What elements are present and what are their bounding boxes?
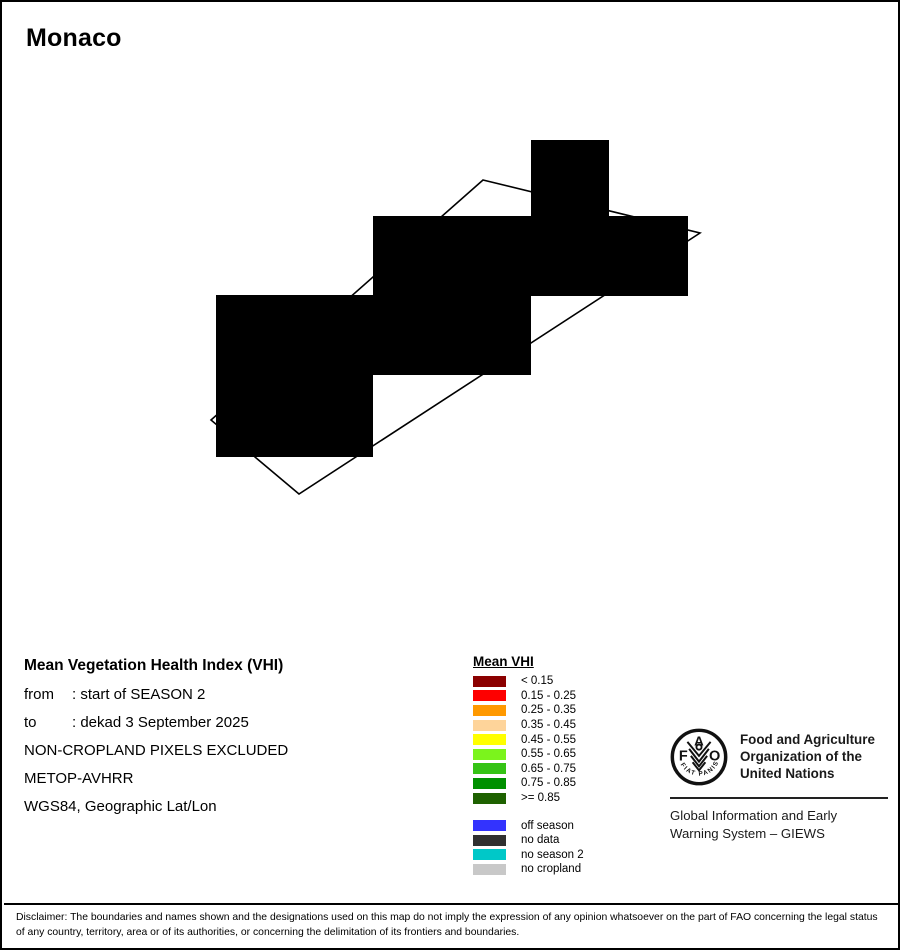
legend-item: off season <box>473 818 584 833</box>
legend-item: no cropland <box>473 862 584 877</box>
legend-label: 0.45 - 0.55 <box>521 733 576 746</box>
legend-label: >= 0.85 <box>521 792 561 805</box>
disclaimer-text: Disclaimer: The boundaries and names sho… <box>16 912 878 938</box>
legend-label: 0.55 - 0.65 <box>521 748 576 761</box>
giews-subtitle: Global Information and Early Warning Sys… <box>670 807 892 842</box>
fao-letter-o: O <box>709 748 720 764</box>
legend-swatch <box>473 719 506 731</box>
fao-organization-name: Food and Agriculture Organization of the… <box>740 728 875 782</box>
info-row-from: from : start of SEASON 2 <box>24 686 464 703</box>
legend-swatch <box>473 763 506 775</box>
info-from-value: : start of SEASON 2 <box>72 686 206 703</box>
info-line-sensor: METOP-AVHRR <box>24 770 134 787</box>
giews-line-1: Global Information and Early <box>670 808 838 823</box>
nocropland-cell <box>373 216 531 375</box>
legend-item: 0.55 - 0.65 <box>473 747 584 762</box>
legend-swatch <box>473 734 506 746</box>
fao-letter-f: F <box>679 748 688 764</box>
page-title: Monaco <box>26 24 122 52</box>
legend-label: 0.35 - 0.45 <box>521 719 576 732</box>
country-boundary-outline <box>209 179 702 495</box>
legend-item: 0.15 - 0.25 <box>473 689 584 704</box>
map-svg <box>209 140 702 495</box>
info-line-projection: WGS84, Geographic Lat/Lon <box>24 798 217 815</box>
info-to-value: : dekad 3 September 2025 <box>72 714 249 731</box>
legend-swatch <box>473 777 506 789</box>
info-row-to: to : dekad 3 September 2025 <box>24 714 464 731</box>
legend-swatch <box>473 748 506 760</box>
info-heading: Mean Vegetation Health Index (VHI) <box>24 657 284 674</box>
legend-swatch <box>473 675 506 687</box>
nocropland-cell-group <box>216 140 688 457</box>
legend-item: >= 0.85 <box>473 791 584 806</box>
legend-item: 0.65 - 0.75 <box>473 762 584 777</box>
legend-label: no season 2 <box>521 848 584 861</box>
fao-emblem-svg: F A O FIAT PANIS <box>670 728 728 786</box>
info-from-label: from <box>24 686 54 703</box>
legend-item: < 0.15 <box>473 674 584 689</box>
legend-label: 0.15 - 0.25 <box>521 689 576 702</box>
fao-name-line-1: Food and Agriculture <box>740 732 875 747</box>
giews-line-2: Warning System – GIEWS <box>670 825 825 841</box>
legend-label: off season <box>521 819 574 832</box>
legend-item: no season 2 <box>473 848 584 863</box>
legend-swatch <box>473 704 506 716</box>
legend-spacer <box>473 805 584 818</box>
legend-label: 0.75 - 0.85 <box>521 777 576 790</box>
legend-class-list: < 0.15 0.15 - 0.25 0.25 - 0.35 0.35 - 0.45 0… <box>473 674 584 805</box>
legend-title: Mean VHI <box>473 654 534 669</box>
legend-label: no cropland <box>521 863 582 876</box>
legend-swatch <box>473 690 506 702</box>
nocropland-cell <box>216 295 373 457</box>
fao-logo-and-name: F A O FIAT PANIS Food and Agriculture Or… <box>670 728 892 786</box>
map-info-block: Mean Vegetation Health Index (VHI) from … <box>24 657 464 826</box>
legend-status-list: off season no data no season 2 no cropland <box>473 818 584 876</box>
map-canvas[interactable] <box>2 62 898 642</box>
legend-item: 0.35 - 0.45 <box>473 718 584 733</box>
legend-swatch <box>473 820 506 832</box>
info-line-cropland: NON-CROPLAND PIXELS EXCLUDED <box>24 742 289 759</box>
legend-swatch <box>473 792 506 804</box>
legend-item: 0.45 - 0.55 <box>473 732 584 747</box>
legend-label: 0.25 - 0.35 <box>521 704 576 717</box>
legend-item: no data <box>473 833 584 848</box>
disclaimer-divider <box>4 903 898 905</box>
legend-swatch <box>473 849 506 861</box>
legend-swatch <box>473 863 506 875</box>
fao-branding: F A O FIAT PANIS Food and Agriculture Or… <box>670 728 892 842</box>
fao-name-line-3: United Nations <box>740 766 835 782</box>
nocropland-cell <box>531 140 609 216</box>
legend-item: 0.25 - 0.35 <box>473 703 584 718</box>
fao-name-line-2: Organization of the <box>740 749 862 765</box>
info-to-label: to <box>24 714 37 731</box>
fao-divider <box>670 797 888 799</box>
legend-item: 0.75 - 0.85 <box>473 776 584 791</box>
legend-label: 0.65 - 0.75 <box>521 762 576 775</box>
legend-swatch <box>473 834 506 846</box>
nocropland-cell <box>609 216 688 296</box>
legend-label: < 0.15 <box>521 675 554 688</box>
map-legend: Mean VHI < 0.15 0.15 - 0.25 0.25 - 0.35 0.3… <box>473 653 584 877</box>
fao-letter-a: A <box>694 733 704 748</box>
fao-logo-icon: F A O FIAT PANIS <box>670 728 728 786</box>
legend-label: no data <box>521 834 560 847</box>
